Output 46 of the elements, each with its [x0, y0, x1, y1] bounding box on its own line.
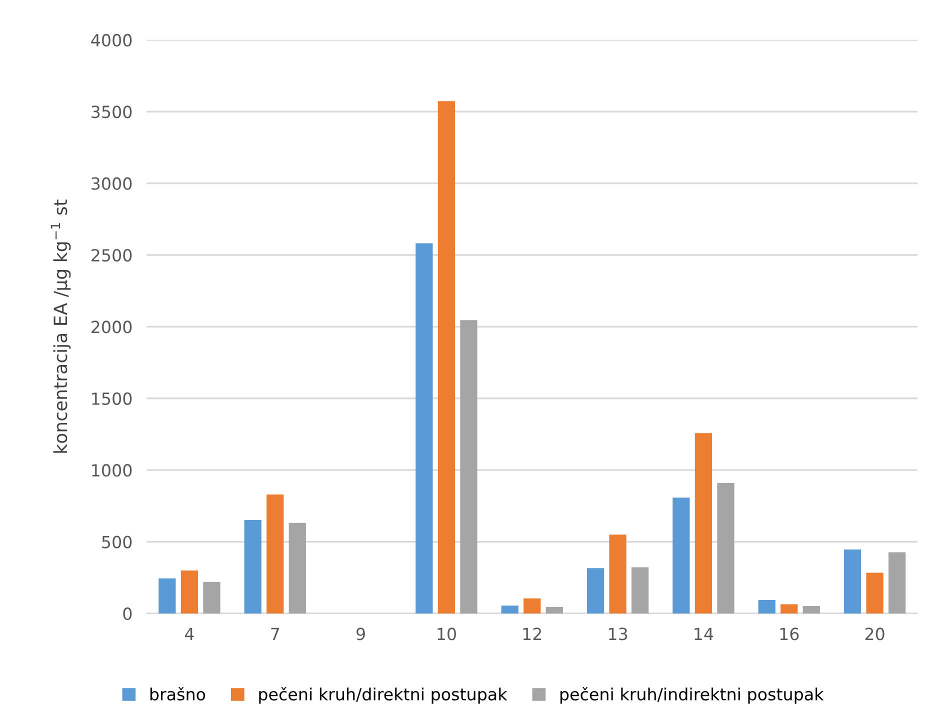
legend-label: pečeni kruh/direktni postupak — [259, 686, 508, 704]
x-tick-label: 14 — [694, 628, 714, 640]
bar — [672, 498, 690, 614]
x-tick-label: 13 — [609, 628, 628, 640]
bar — [244, 520, 262, 614]
bar — [438, 101, 456, 614]
bar — [546, 607, 563, 614]
x-tick-label: 16 — [780, 628, 799, 640]
y-tick-label: 500 — [102, 536, 132, 548]
bar — [501, 606, 518, 614]
bar — [416, 243, 433, 614]
bar — [266, 494, 284, 614]
x-tick-label: 10 — [438, 628, 456, 640]
x-tick-label: 7 — [271, 628, 280, 640]
bar — [524, 598, 541, 614]
x-tick-label: 9 — [356, 628, 365, 640]
y-tick-label: 0 — [123, 607, 132, 620]
bar — [694, 433, 712, 614]
y-tick-label: 2000 — [92, 320, 132, 334]
x-tick-label: 12 — [523, 628, 542, 640]
y-tick-label: 1000 — [92, 464, 132, 477]
y-tick-label: 4000 — [91, 34, 132, 46]
bar — [609, 534, 626, 614]
y-tick-label: 2500 — [92, 248, 132, 262]
bar — [158, 578, 176, 614]
legend-label: brašno — [150, 686, 206, 701]
y-axis-title: koncentracija EA /µg kg$^{−1}$ st — [50, 200, 71, 453]
bar — [802, 606, 820, 614]
y-tick-label: 3500 — [92, 106, 132, 118]
bar — [888, 552, 906, 614]
bar — [288, 522, 306, 614]
y-tick-label: 3000 — [92, 177, 132, 190]
bar — [203, 582, 220, 614]
y-tick-label: 1500 — [92, 392, 132, 405]
bar — [866, 572, 884, 614]
bar — [780, 604, 798, 614]
bar — [180, 570, 198, 614]
legend-label: pečeni kruh/indirektni postupak — [560, 686, 824, 704]
x-tick-label: 4 — [184, 628, 194, 640]
bar — [758, 600, 776, 614]
bar — [717, 482, 734, 614]
bar — [631, 567, 649, 614]
bar — [586, 568, 604, 614]
bar — [460, 320, 478, 614]
x-tick-label: 20 — [865, 628, 884, 640]
bar — [844, 550, 862, 614]
